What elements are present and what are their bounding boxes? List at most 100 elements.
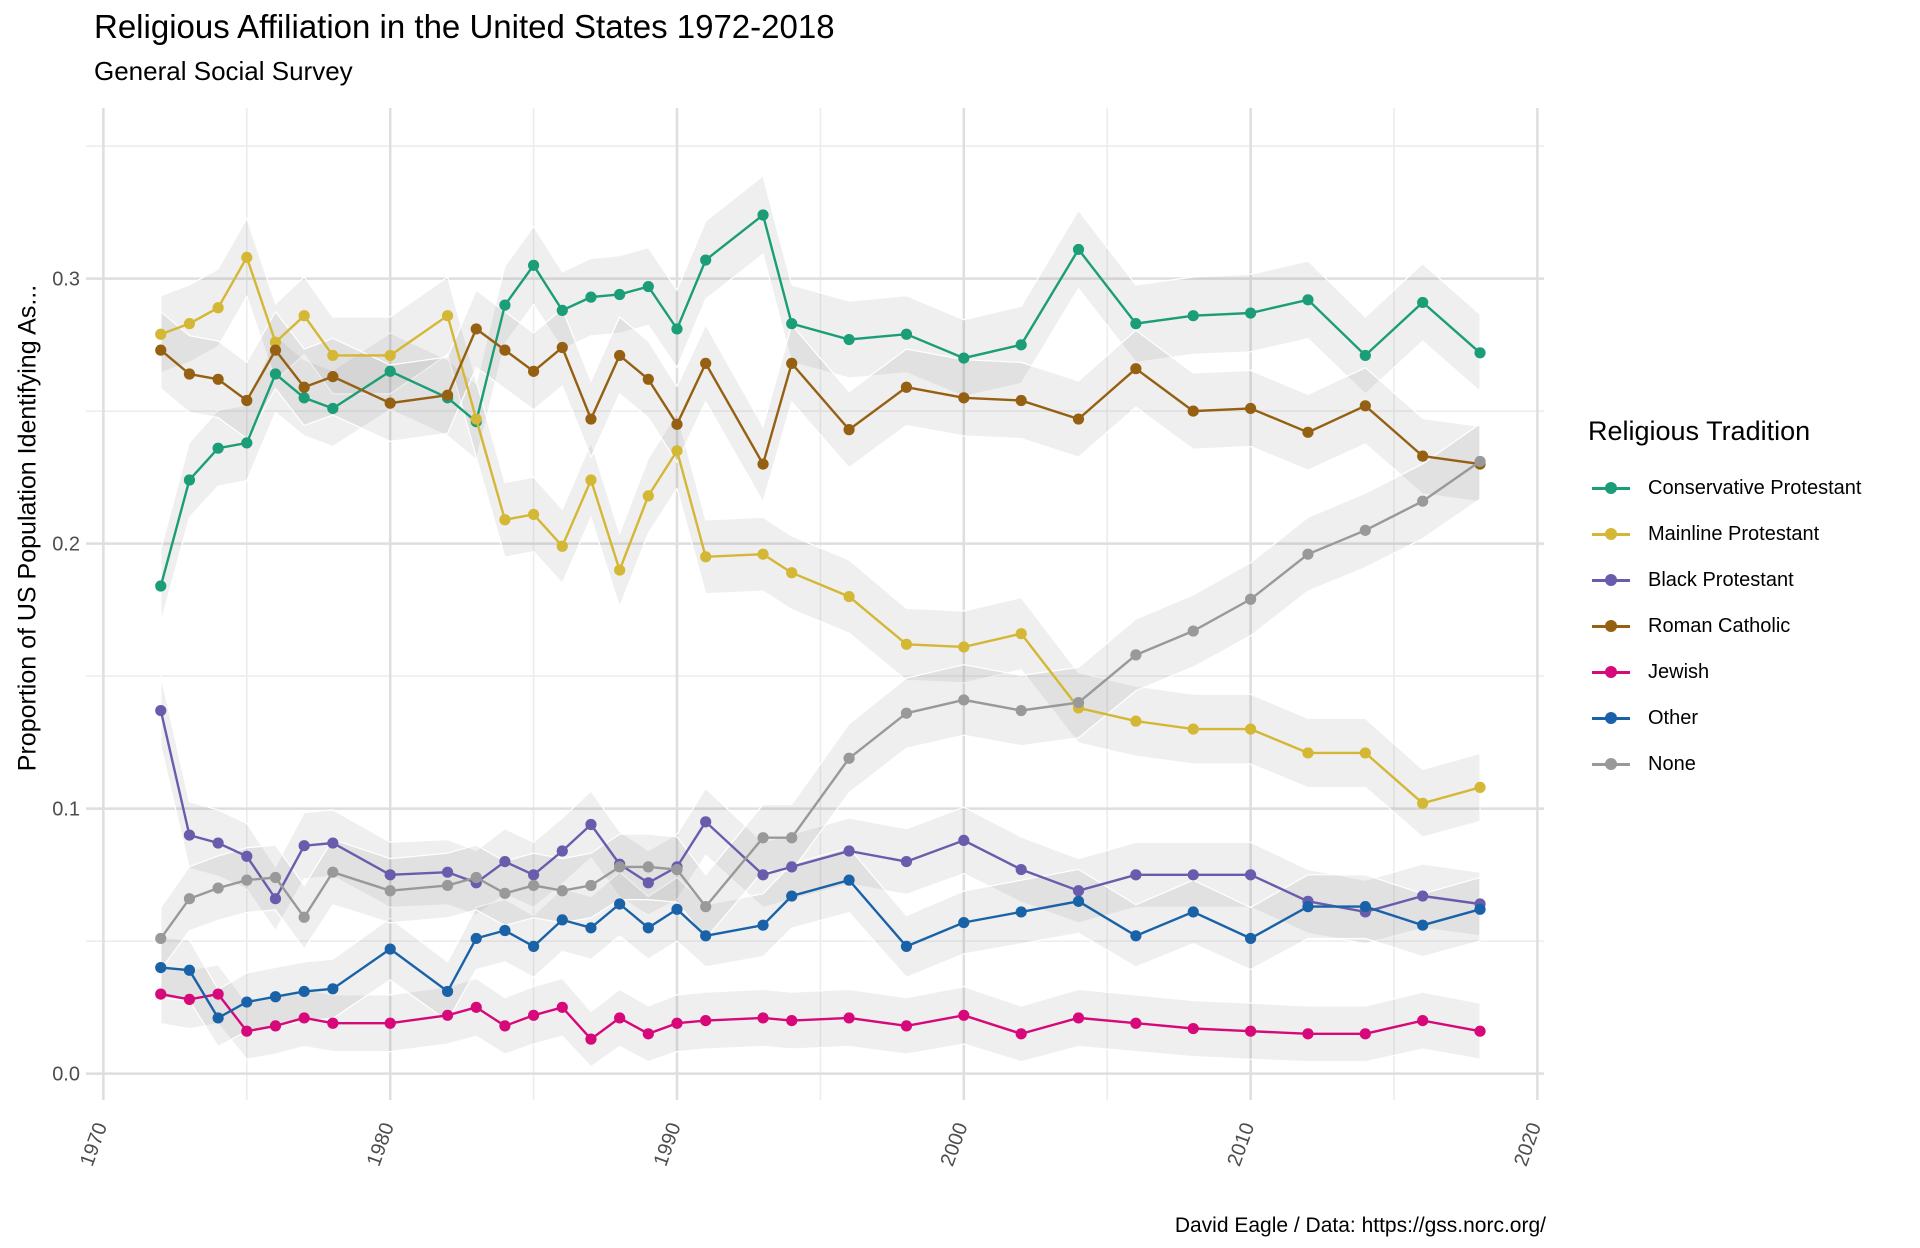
- data-point-mainline-protestant: [585, 474, 597, 486]
- data-point-jewish: [700, 1015, 712, 1027]
- data-point-jewish: [585, 1033, 597, 1045]
- data-point-conservative-protestant: [1474, 347, 1486, 359]
- data-point-jewish: [1015, 1028, 1027, 1040]
- data-point-mainline-protestant: [441, 310, 454, 322]
- data-point-black-protestant: [642, 877, 654, 889]
- data-point-mainline-protestant: [183, 318, 196, 330]
- data-point-other: [212, 1012, 224, 1024]
- data-point-roman-catholic: [298, 381, 310, 393]
- data-point-jewish: [470, 1001, 482, 1013]
- data-point-conservative-protestant: [327, 402, 339, 415]
- data-point-black-protestant: [556, 845, 568, 857]
- data-point-roman-catholic: [1130, 363, 1142, 375]
- data-point-mainline-protestant: [757, 548, 769, 560]
- confidence-band: [160, 174, 1481, 623]
- data-point-jewish: [958, 1009, 970, 1021]
- data-point-other: [499, 924, 511, 937]
- confidence-band: [160, 963, 1481, 1068]
- data-point-jewish: [1359, 1028, 1371, 1040]
- data-point-jewish: [1072, 1012, 1085, 1024]
- data-point-conservative-protestant: [241, 437, 253, 449]
- data-point-roman-catholic: [642, 373, 654, 385]
- data-point-roman-catholic: [900, 381, 913, 393]
- legend-item-none: None: [1588, 741, 1861, 787]
- data-point-none: [212, 882, 224, 894]
- data-point-roman-catholic: [499, 344, 511, 356]
- data-point-black-protestant: [212, 837, 224, 849]
- data-point-none: [556, 885, 568, 897]
- data-point-jewish: [298, 1012, 310, 1024]
- data-point-conservative-protestant: [1417, 296, 1429, 309]
- data-point-conservative-protestant: [671, 323, 683, 335]
- data-point-conservative-protestant: [298, 392, 310, 404]
- legend-label: Conservative Protestant: [1648, 476, 1862, 499]
- data-point-other: [528, 940, 540, 953]
- data-point-roman-catholic: [384, 397, 396, 409]
- data-point-roman-catholic: [1245, 402, 1257, 415]
- data-point-other: [384, 943, 396, 955]
- legend-label: None: [1648, 752, 1696, 775]
- data-point-roman-catholic: [786, 357, 798, 369]
- data-point-other: [1130, 930, 1142, 942]
- legend-label: Other: [1648, 706, 1699, 729]
- data-point-jewish: [241, 1025, 253, 1037]
- data-point-mainline-protestant: [155, 328, 167, 340]
- data-point-none: [614, 861, 626, 873]
- data-point-other: [1245, 932, 1257, 945]
- data-point-black-protestant: [585, 818, 597, 831]
- data-point-black-protestant: [155, 704, 167, 717]
- data-point-black-protestant: [1072, 885, 1085, 897]
- data-point-roman-catholic: [155, 344, 167, 356]
- chart-title: Religious Affiliation in the United Stat…: [94, 8, 835, 45]
- data-point-other: [441, 985, 454, 998]
- data-point-conservative-protestant: [900, 328, 913, 340]
- data-point-jewish: [327, 1017, 339, 1029]
- data-point-jewish: [900, 1020, 913, 1032]
- data-point-none: [585, 879, 597, 892]
- data-point-none: [1302, 548, 1314, 560]
- data-point-conservative-protestant: [155, 580, 167, 592]
- data-point-roman-catholic: [671, 418, 683, 430]
- data-point-none: [1187, 625, 1199, 637]
- data-point-none: [155, 932, 167, 945]
- data-point-none: [183, 893, 196, 905]
- data-point-black-protestant: [786, 861, 798, 873]
- legend-key: [1588, 660, 1634, 684]
- data-point-jewish: [843, 1012, 855, 1024]
- data-point-black-protestant: [1130, 869, 1142, 881]
- data-point-roman-catholic: [1015, 394, 1027, 407]
- data-point-mainline-protestant: [642, 490, 654, 502]
- data-point-mainline-protestant: [269, 336, 282, 348]
- data-point-conservative-protestant: [585, 291, 597, 303]
- data-point-mainline-protestant: [843, 591, 855, 603]
- confidence-band: [160, 422, 1481, 972]
- data-point-conservative-protestant: [269, 368, 282, 380]
- data-point-black-protestant: [441, 866, 454, 878]
- data-point-conservative-protestant: [642, 280, 654, 293]
- legend-label: Black Protestant: [1648, 568, 1794, 591]
- data-point-mainline-protestant: [212, 302, 224, 314]
- data-point-conservative-protestant: [1245, 307, 1257, 319]
- legend-key: [1588, 752, 1634, 776]
- data-point-none: [241, 874, 253, 886]
- data-point-other: [958, 916, 970, 929]
- data-point-black-protestant: [843, 845, 855, 857]
- data-point-none: [671, 863, 683, 876]
- data-point-none: [700, 901, 712, 913]
- data-point-black-protestant: [241, 850, 253, 862]
- data-point-conservative-protestant: [958, 352, 970, 364]
- data-point-jewish: [499, 1020, 511, 1032]
- legend-item-jewish: Jewish: [1588, 649, 1861, 695]
- data-point-roman-catholic: [556, 341, 568, 354]
- data-point-conservative-protestant: [556, 304, 568, 316]
- data-point-mainline-protestant: [470, 413, 482, 425]
- data-point-mainline-protestant: [1302, 747, 1314, 759]
- data-point-other: [1417, 919, 1429, 931]
- data-point-mainline-protestant: [614, 564, 626, 576]
- data-point-other: [298, 985, 310, 998]
- data-point-none: [1417, 495, 1429, 507]
- x-tick-label: 1990: [650, 1120, 686, 1169]
- data-point-none: [1245, 593, 1257, 605]
- data-point-mainline-protestant: [1245, 723, 1257, 735]
- x-tick-label: 2020: [1510, 1120, 1546, 1169]
